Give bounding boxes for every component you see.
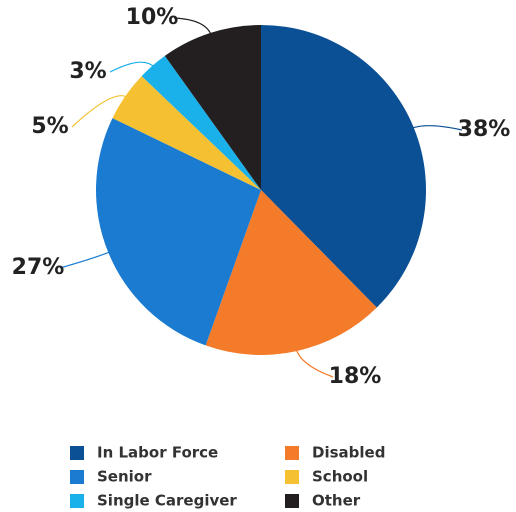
pie-slice [205, 190, 377, 355]
legend-label: Other [312, 492, 361, 510]
legend-label: School [312, 468, 368, 486]
legend-label: Senior [97, 468, 152, 486]
data-label: 5% [31, 114, 68, 139]
pie-slice [112, 76, 261, 190]
pie-slice [164, 25, 261, 190]
leader-line [173, 17, 212, 36]
leader-line [109, 61, 156, 73]
data-label: 3% [69, 59, 106, 84]
data-label: 38% [458, 117, 511, 142]
legend-swatch [70, 446, 84, 460]
leader-line [71, 95, 129, 128]
legend-label: Disabled [312, 444, 385, 462]
data-label: 18% [329, 364, 382, 389]
legend-swatch [285, 470, 299, 484]
pie-slice [96, 118, 261, 346]
legend-swatch [285, 494, 299, 508]
legend-swatch [70, 470, 84, 484]
legend-label: Single Caregiver [97, 492, 237, 510]
leader-line [410, 125, 463, 131]
data-label: 27% [12, 255, 65, 280]
legend-label: In Labor Force [97, 444, 218, 462]
leader-line [295, 348, 334, 378]
leader-line [59, 250, 112, 269]
pie-slice [141, 55, 261, 191]
data-label: 10% [126, 5, 179, 30]
legend-swatch [285, 446, 299, 460]
pie-slice [261, 25, 426, 308]
legend-swatch [70, 494, 84, 508]
